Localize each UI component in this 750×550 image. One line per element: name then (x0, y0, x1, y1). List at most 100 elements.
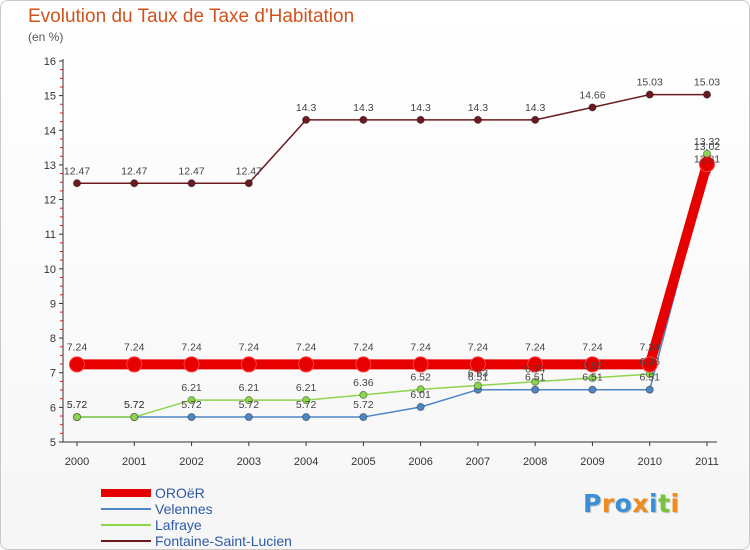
data-point-velennes (531, 385, 540, 394)
data-label-oro-r: 7.24 (582, 341, 603, 353)
data-label-fontaine-saint-lucien: 14.66 (579, 89, 605, 101)
data-point-oro-r (412, 356, 429, 373)
x-tick-label: 2007 (466, 456, 490, 468)
data-label-fontaine-saint-lucien: 14.3 (296, 102, 317, 114)
data-label-fontaine-saint-lucien: 14.3 (410, 102, 431, 114)
data-label-fontaine-saint-lucien: 12.47 (64, 165, 90, 177)
data-label-velennes: 12.81 (694, 153, 720, 165)
data-point-oro-r (240, 356, 257, 373)
y-tick-label: 12 (44, 195, 56, 207)
data-label-velennes: 6.51 (525, 372, 546, 384)
data-label-velennes: 6.01 (410, 389, 431, 401)
data-label-fontaine-saint-lucien: 14.3 (468, 102, 489, 114)
data-label-lafraye: 6.21 (181, 382, 202, 394)
data-label-oro-r: 7.24 (181, 341, 202, 353)
data-label-lafraye: 6.63 (468, 368, 489, 380)
data-point-velennes (187, 412, 196, 422)
y-tick-label: 9 (50, 298, 56, 310)
data-label-fontaine-saint-lucien: 15.03 (694, 77, 720, 89)
legend: OROëR Velennes Lafraye Fontaine-Saint-Lu… (101, 485, 292, 549)
data-point-lafraye (359, 390, 368, 399)
legend-item-lafraye: Lafraye (101, 517, 292, 533)
data-label-oro-r: 7.24 (239, 341, 260, 353)
data-point-oro-r (126, 356, 143, 373)
data-label-lafraye: 5.72 (124, 399, 145, 411)
data-point-fontaine-saint-lucien (359, 115, 368, 124)
data-label-oro-r: 7.24 (353, 341, 374, 353)
x-tick-label: 2008 (523, 456, 547, 468)
data-point-lafraye (473, 381, 483, 390)
data-point-fontaine-saint-lucien (301, 115, 311, 124)
data-point-lafraye (588, 373, 597, 383)
data-point-oro-r (527, 356, 544, 373)
data-point-velennes (588, 385, 597, 394)
y-tick-label: 8 (50, 333, 56, 345)
data-point-fontaine-saint-lucien (72, 179, 82, 188)
series-line-fontaine-saint-lucien (77, 93, 707, 185)
data-point-lafraye (531, 377, 540, 386)
data-point-oro-r (355, 356, 372, 373)
data-label-velennes: 5.72 (124, 399, 145, 411)
legend-label-lafraye: Lafraye (155, 517, 202, 533)
y-tick-label: 13 (44, 160, 56, 172)
data-point-velennes (301, 412, 311, 422)
proxiti-logo: Proxiti (583, 489, 680, 518)
data-label-lafraye: 6.52 (410, 371, 431, 383)
x-tick-label: 2009 (580, 456, 604, 468)
data-label-fontaine-saint-lucien: 14.3 (525, 102, 546, 114)
data-point-lafraye (416, 385, 425, 394)
data-label-velennes: 6.51 (582, 372, 603, 384)
data-point-velennes (416, 402, 425, 412)
data-point-oro-r (584, 356, 601, 373)
data-label-velennes: 6.51 (640, 372, 661, 384)
x-tick-label: 2002 (179, 456, 203, 468)
y-tick-label: 7 (50, 368, 56, 380)
data-label-fontaine-saint-lucien: 12.47 (236, 165, 262, 177)
data-point-lafraye (130, 412, 139, 422)
y-tick-label: 16 (44, 56, 56, 68)
data-label-lafraye: 6.21 (296, 382, 317, 394)
series-line-velennes (77, 171, 708, 418)
y-tick-label: 14 (44, 125, 56, 137)
data-label-fontaine-saint-lucien: 12.47 (178, 165, 204, 177)
data-label-velennes: 6.51 (468, 372, 489, 384)
data-label-velennes: 5.72 (296, 399, 317, 411)
data-label-oro-r: 7.24 (124, 341, 145, 353)
x-tick-label: 2000 (65, 456, 89, 468)
data-point-lafraye (244, 395, 253, 405)
data-point-velennes (645, 385, 654, 394)
data-point-fontaine-saint-lucien (473, 115, 483, 124)
y-tick-label: 11 (45, 229, 56, 241)
data-label-oro-r: 7.24 (525, 341, 546, 353)
series-line-lafraye (77, 153, 708, 418)
data-point-fontaine-saint-lucien (702, 90, 712, 99)
data-label-velennes: 5.72 (181, 399, 202, 411)
legend-item-fontaine-saint-lucien: Fontaine-Saint-Lucien (101, 533, 292, 549)
data-point-oro-r (69, 356, 85, 373)
data-point-fontaine-saint-lucien (588, 103, 597, 112)
x-tick-label: 2003 (237, 456, 261, 468)
y-tick-label: 6 (50, 402, 56, 414)
data-label-oro-r: 7.24 (468, 341, 489, 353)
chart-subtitle: (en %) (28, 30, 64, 44)
y-tick-label: 5 (50, 437, 56, 449)
x-tick-label: 2001 (122, 456, 146, 468)
legend-swatch-fontaine-saint-lucien (101, 540, 151, 542)
data-point-oro-r (699, 156, 715, 173)
data-label-lafraye: 6.85 (582, 360, 603, 372)
data-label-lafraye: 6.74 (525, 364, 546, 376)
data-point-oro-r (469, 356, 486, 373)
data-label-lafraye: 13.32 (694, 136, 720, 148)
data-label-fontaine-saint-lucien: 14.3 (353, 102, 374, 114)
data-point-fontaine-saint-lucien (416, 115, 425, 124)
legend-swatch-lafraye (101, 524, 151, 526)
x-tick-label: 2005 (351, 456, 375, 468)
chart-title: Evolution du Taux de Taxe d'Habitation (28, 6, 355, 27)
legend-swatch-velennes (101, 508, 151, 510)
data-label-lafraye: 6.21 (239, 382, 260, 394)
data-label-oro-r: 7.24 (410, 341, 431, 353)
x-tick-label: 2011 (695, 456, 719, 468)
data-point-fontaine-saint-lucien (531, 115, 540, 124)
data-label-fontaine-saint-lucien: 12.47 (121, 165, 147, 177)
